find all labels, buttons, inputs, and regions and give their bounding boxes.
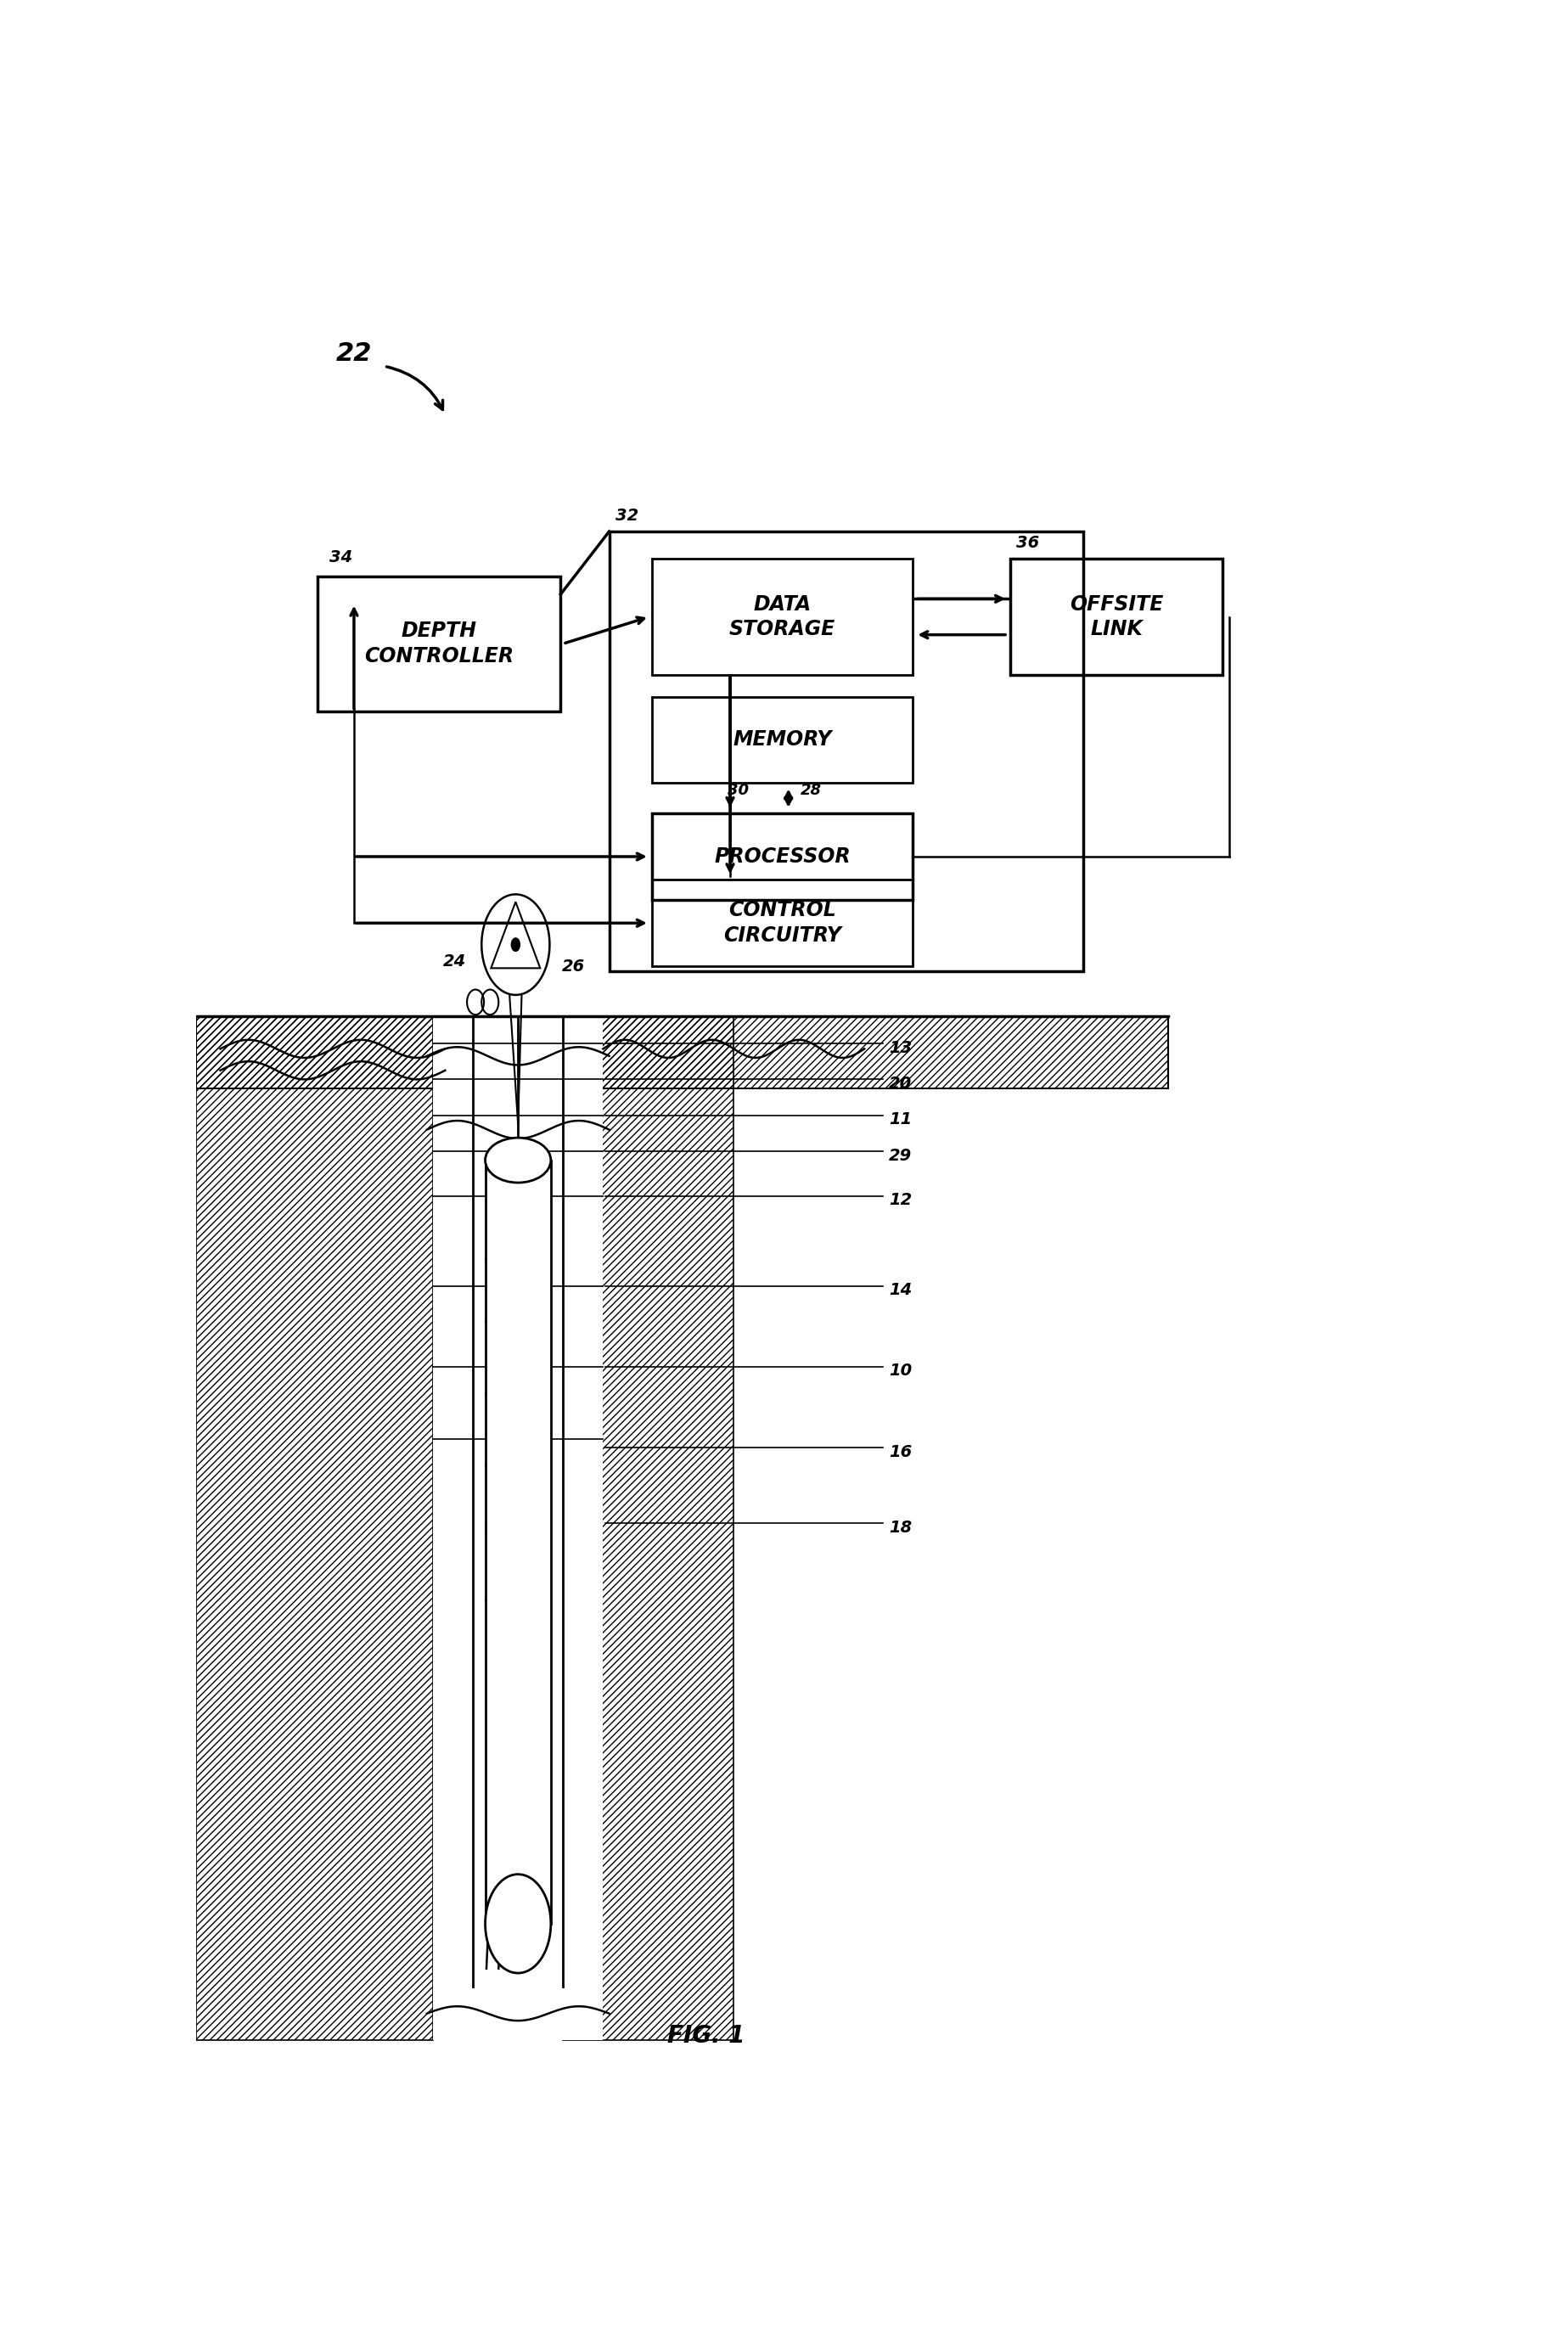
Ellipse shape — [485, 1139, 550, 1183]
Text: 22: 22 — [336, 341, 372, 366]
Bar — [1010, 558, 1223, 674]
Bar — [196, 1017, 433, 2041]
Text: 36: 36 — [1016, 534, 1040, 551]
Text: DEPTH
CONTROLLER: DEPTH CONTROLLER — [364, 621, 514, 667]
Bar — [563, 1017, 734, 2041]
Bar — [196, 1017, 1168, 1087]
Text: 20: 20 — [889, 1076, 913, 1092]
Bar — [652, 814, 913, 901]
Text: 30: 30 — [728, 784, 750, 798]
Text: 11: 11 — [889, 1111, 913, 1127]
Text: 12: 12 — [889, 1192, 913, 1208]
Text: 32: 32 — [615, 509, 638, 525]
Text: 10: 10 — [889, 1362, 913, 1379]
Text: 24: 24 — [442, 954, 466, 971]
Text: 34: 34 — [329, 548, 353, 565]
Bar — [652, 558, 913, 674]
Bar — [485, 1160, 550, 1925]
Text: 26: 26 — [561, 959, 585, 975]
Text: FIG. 1: FIG. 1 — [668, 2023, 745, 2048]
Text: 13: 13 — [889, 1041, 913, 1057]
Bar — [433, 1017, 604, 2041]
Text: DATA
STORAGE: DATA STORAGE — [729, 595, 836, 639]
Text: MEMORY: MEMORY — [732, 730, 831, 749]
Bar — [652, 698, 913, 784]
Text: 28: 28 — [801, 784, 822, 798]
Text: 16: 16 — [889, 1444, 913, 1460]
Circle shape — [511, 938, 521, 952]
Text: 18: 18 — [889, 1519, 913, 1535]
Bar — [652, 880, 913, 966]
Bar — [610, 532, 1083, 971]
Text: PROCESSOR: PROCESSOR — [713, 847, 850, 868]
Text: OFFSITE
LINK: OFFSITE LINK — [1069, 595, 1163, 639]
Ellipse shape — [485, 1873, 550, 1974]
Text: 14: 14 — [889, 1283, 913, 1299]
Text: 29: 29 — [889, 1148, 913, 1164]
Bar — [318, 576, 561, 712]
Text: CONTROL
CIRCUITRY: CONTROL CIRCUITRY — [723, 901, 842, 945]
